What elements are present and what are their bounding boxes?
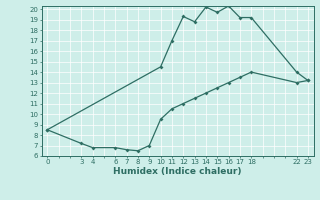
X-axis label: Humidex (Indice chaleur): Humidex (Indice chaleur) [113,167,242,176]
